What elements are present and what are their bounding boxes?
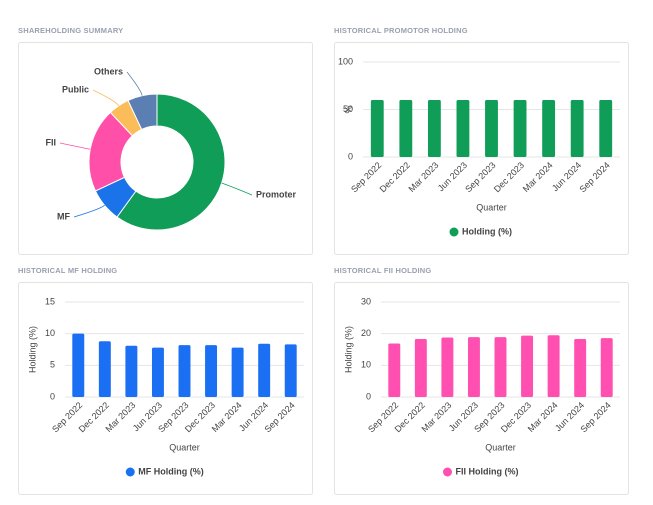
bar	[151, 347, 164, 397]
bar	[494, 337, 507, 397]
y-axis-label: Holding (%)	[27, 326, 37, 373]
y-tick-label: 20	[361, 328, 371, 338]
bar	[456, 100, 470, 157]
bar	[231, 347, 244, 397]
y-tick-label: 5	[50, 360, 55, 370]
y-tick-label: 10	[45, 328, 55, 338]
bar	[427, 100, 441, 157]
bar	[542, 100, 556, 157]
bar	[600, 338, 613, 397]
y-tick-label: 0	[50, 391, 55, 401]
leader-line	[126, 71, 143, 96]
bar	[98, 341, 111, 397]
bar	[284, 344, 297, 397]
y-tick-label: 30	[361, 296, 371, 306]
y-tick-label: 50	[343, 104, 353, 114]
panel-title: SHAREHOLDING SUMMARY	[18, 26, 123, 35]
legend-label: FII Holding (%)	[456, 466, 519, 476]
x-axis-label: Quarter	[485, 442, 516, 452]
y-tick-label: 10	[361, 360, 371, 370]
bar	[258, 343, 271, 397]
legend-marker	[443, 467, 452, 477]
bar	[513, 100, 527, 157]
bar	[521, 335, 534, 397]
leader-line	[221, 182, 253, 196]
bar	[178, 345, 191, 397]
panel-title: HISTORICAL PROMOTOR HOLDING	[334, 26, 468, 35]
bar	[370, 100, 384, 157]
bar	[414, 339, 427, 397]
panel-title: HISTORICAL FII HOLDING	[334, 266, 431, 275]
y-tick-label: 100	[338, 56, 353, 66]
bar	[399, 100, 413, 157]
panel	[18, 282, 313, 495]
bar	[599, 100, 613, 157]
pie-label: MF	[57, 211, 70, 221]
leader-line	[92, 89, 120, 107]
leader-line	[59, 142, 91, 150]
panel	[18, 42, 313, 255]
bar	[72, 333, 85, 397]
panel	[334, 42, 629, 255]
y-axis-label: Holding (%)	[343, 326, 353, 373]
y-tick-label: 0	[348, 151, 353, 161]
bar	[467, 337, 480, 397]
legend-marker	[449, 227, 459, 237]
pie-slice	[127, 93, 158, 131]
x-axis-label: Quarter	[476, 202, 507, 212]
pie-label: Promoter	[256, 189, 297, 199]
x-axis-label: Quarter	[169, 442, 200, 452]
y-axis-label: %	[343, 105, 353, 113]
bar	[388, 343, 401, 397]
y-tick-label: 15	[45, 296, 55, 306]
bar	[441, 337, 454, 397]
pie-label: Public	[62, 84, 89, 94]
pie-label: FII	[46, 137, 57, 147]
bar	[570, 100, 584, 157]
bar	[574, 339, 587, 397]
legend-label: Holding (%)	[462, 226, 512, 236]
bar	[547, 335, 560, 397]
y-tick-label: 0	[366, 391, 371, 401]
bar	[125, 345, 138, 397]
panel-title: HISTORICAL MF HOLDING	[18, 266, 117, 275]
legend-label: MF Holding (%)	[138, 466, 203, 476]
pie-label: Others	[94, 66, 123, 76]
bar	[485, 100, 498, 157]
leader-line	[73, 205, 105, 218]
bar	[205, 345, 218, 397]
pie-slice	[116, 93, 226, 231]
legend-marker	[125, 467, 135, 477]
